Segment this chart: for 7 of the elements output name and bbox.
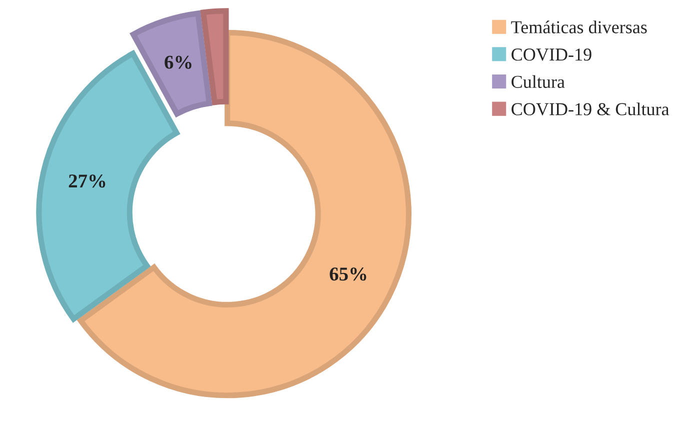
data-label: 6% xyxy=(164,56,192,69)
legend-label: COVID-19 xyxy=(512,48,592,61)
data-label: 65% xyxy=(330,267,366,281)
data-label: 27% xyxy=(68,174,106,188)
legend-label: Cultura xyxy=(512,75,565,88)
legend-label: COVID-19 & Cultura xyxy=(512,102,670,116)
legend-label: Temáticas diversas xyxy=(511,20,647,34)
